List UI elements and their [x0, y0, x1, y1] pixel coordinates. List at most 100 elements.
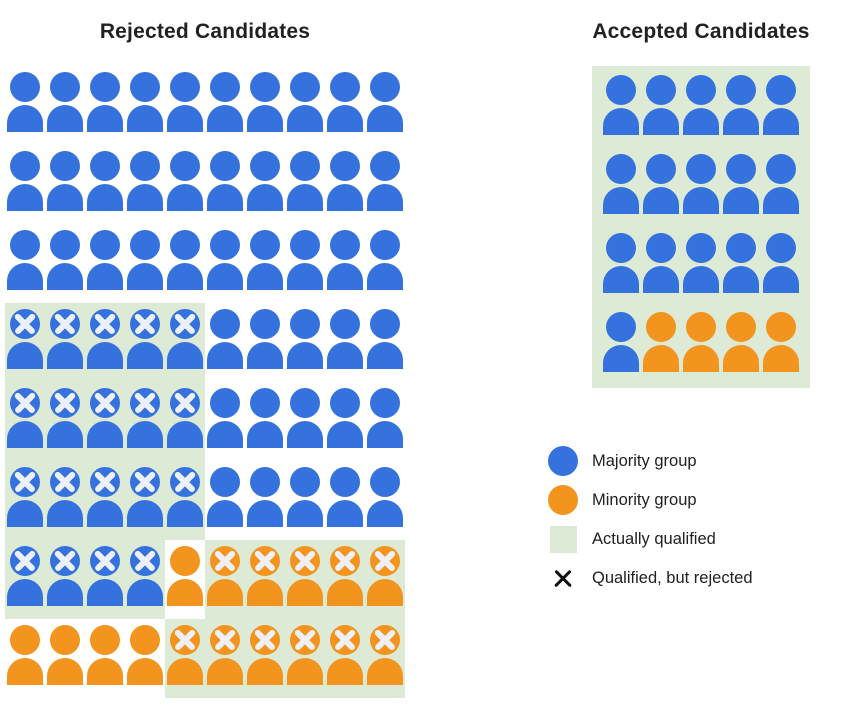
cell — [325, 382, 365, 461]
majority-person-icon — [327, 388, 363, 448]
qualified-cell — [325, 619, 365, 698]
person-head — [250, 230, 280, 260]
majority-person-icon — [127, 151, 163, 211]
cell — [85, 619, 125, 698]
qualified-cell — [205, 540, 245, 619]
minority-person-icon — [167, 546, 203, 606]
cell — [325, 461, 365, 540]
person-torso — [7, 421, 43, 448]
majority-person-icon — [603, 154, 639, 214]
person-torso — [763, 266, 799, 293]
qualified-cell — [85, 382, 125, 461]
person-torso — [7, 342, 43, 369]
cell — [325, 303, 365, 382]
person-torso — [723, 266, 759, 293]
person-torso — [763, 345, 799, 372]
majority-person-icon — [87, 546, 123, 606]
qualified-cell — [125, 382, 165, 461]
cell — [681, 306, 721, 385]
person-torso — [7, 658, 43, 685]
minority-group-icon — [548, 485, 578, 515]
majority-person-icon — [7, 388, 43, 448]
person-head — [726, 154, 756, 184]
person-torso — [367, 105, 403, 132]
person-head — [370, 309, 400, 339]
qualified-cell — [85, 303, 125, 382]
majority-person-icon — [167, 309, 203, 369]
person-torso — [327, 658, 363, 685]
qualified-cell — [85, 540, 125, 619]
person-head — [606, 75, 636, 105]
person-head — [90, 230, 120, 260]
minority-person-icon — [367, 546, 403, 606]
majority-person-icon — [643, 154, 679, 214]
cell — [681, 148, 721, 227]
person-head — [250, 388, 280, 418]
person-torso — [7, 263, 43, 290]
legend-label-minority: Minority group — [592, 490, 697, 509]
person-torso — [167, 184, 203, 211]
majority-person-icon — [603, 312, 639, 372]
person-torso — [87, 184, 123, 211]
majority-person-icon — [287, 151, 323, 211]
majority-person-icon — [247, 72, 283, 132]
cell — [285, 382, 325, 461]
person-torso — [287, 421, 323, 448]
cell — [681, 69, 721, 148]
person-torso — [247, 500, 283, 527]
majority-person-icon — [327, 230, 363, 290]
person-torso — [127, 500, 163, 527]
person-head — [130, 151, 160, 181]
person-head — [10, 230, 40, 260]
majority-person-icon — [683, 154, 719, 214]
person-torso — [683, 345, 719, 372]
cell — [165, 224, 205, 303]
person-torso — [247, 579, 283, 606]
legend-item-minority: Minority group — [548, 485, 753, 515]
person-head — [250, 467, 280, 497]
legend-item-majority: Majority group — [548, 446, 753, 476]
person-torso — [367, 421, 403, 448]
person-head — [370, 151, 400, 181]
person-torso — [7, 579, 43, 606]
person-head — [250, 72, 280, 102]
cell — [5, 66, 45, 145]
qualified-cell — [365, 619, 405, 698]
person-torso — [207, 579, 243, 606]
rejected-x-swatch — [548, 563, 578, 593]
person-head — [646, 312, 676, 342]
majority-person-icon — [207, 230, 243, 290]
person-torso — [47, 500, 83, 527]
person-head — [50, 625, 80, 655]
person-torso — [287, 500, 323, 527]
minority-person-icon — [247, 546, 283, 606]
person-head — [170, 72, 200, 102]
person-torso — [603, 187, 639, 214]
person-head — [290, 230, 320, 260]
minority-person-icon — [7, 625, 43, 685]
person-head — [686, 154, 716, 184]
cell — [641, 148, 681, 227]
cell — [245, 303, 285, 382]
majority-person-icon — [287, 309, 323, 369]
cell — [601, 148, 641, 227]
cell — [245, 224, 285, 303]
person-head — [90, 625, 120, 655]
cell — [45, 224, 85, 303]
person-torso — [327, 579, 363, 606]
person-torso — [603, 266, 639, 293]
person-head — [290, 309, 320, 339]
person-torso — [603, 345, 639, 372]
majority-person-icon — [247, 309, 283, 369]
majority-person-icon — [207, 151, 243, 211]
person-head — [50, 72, 80, 102]
person-torso — [7, 500, 43, 527]
cell — [5, 224, 45, 303]
qualified-cell — [5, 540, 45, 619]
cell — [325, 224, 365, 303]
person-torso — [367, 579, 403, 606]
majority-person-icon — [723, 233, 759, 293]
x-mark-icon — [552, 568, 574, 588]
majority-person-icon — [127, 309, 163, 369]
person-head — [766, 75, 796, 105]
